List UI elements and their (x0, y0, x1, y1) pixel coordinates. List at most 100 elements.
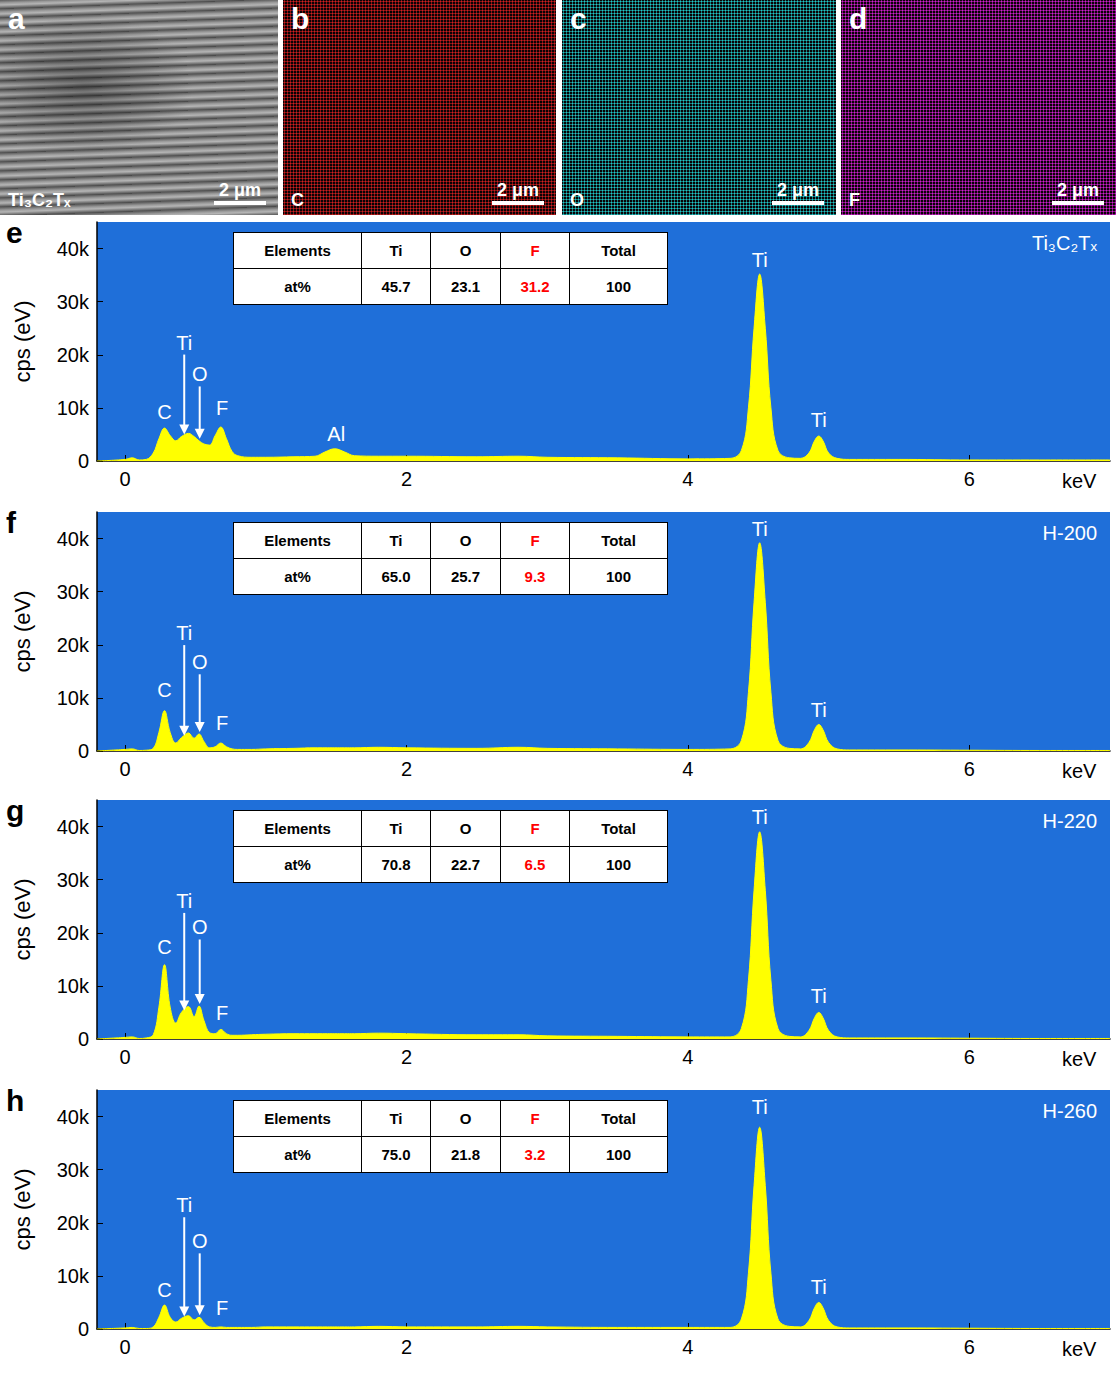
svg-text:cps (eV): cps (eV) (10, 301, 35, 383)
svg-text:2: 2 (401, 1336, 412, 1358)
svg-text:0: 0 (78, 450, 89, 472)
svg-text:keV: keV (1062, 1048, 1097, 1070)
html-text:Total: Total (601, 242, 636, 259)
svg-text:H-220: H-220 (1043, 810, 1097, 832)
html-text:100: 100 (606, 278, 631, 295)
svg-text:cps (eV): cps (eV) (10, 879, 35, 961)
html-text:c: c (570, 2, 587, 35)
svg-text:20k: 20k (57, 344, 90, 366)
svg-text:6: 6 (964, 468, 975, 490)
svg-text:Ti: Ti (176, 1194, 192, 1216)
svg-text:H-260: H-260 (1043, 1100, 1097, 1122)
svg-text:10k: 10k (57, 687, 90, 709)
html-text:31.2: 31.2 (520, 278, 550, 295)
svg-text:30k: 30k (57, 869, 90, 891)
svg-text:Ti: Ti (752, 1096, 768, 1118)
svg-text:10k: 10k (57, 397, 90, 419)
svg-text:Ti: Ti (176, 890, 192, 912)
html-text:65.0: 65.0 (381, 568, 411, 585)
svg-text:0: 0 (120, 758, 131, 780)
svg-text:6: 6 (964, 1336, 975, 1358)
svg-text:Ti: Ti (176, 622, 192, 644)
svg-text:40k: 40k (57, 1106, 90, 1128)
html-text:45.7: 45.7 (381, 278, 411, 295)
svg-text:4: 4 (682, 758, 693, 780)
html-text:b: b (291, 2, 310, 35)
html-text:d: d (849, 2, 868, 35)
svg-text:40k: 40k (57, 816, 90, 838)
svg-text:20k: 20k (57, 922, 90, 944)
svg-text:F: F (216, 397, 228, 419)
svg-text:H-200: H-200 (1043, 522, 1097, 544)
svg-text:6: 6 (964, 1046, 975, 1068)
html-text:g: g (6, 794, 25, 827)
svg-text:0: 0 (78, 1318, 89, 1340)
html-text:2 μm: 2 μm (777, 180, 819, 200)
svg-text:30k: 30k (57, 291, 90, 313)
html-text:Total: Total (601, 532, 636, 549)
html-text:2 μm: 2 μm (219, 180, 261, 200)
svg-text:Ti: Ti (811, 985, 827, 1007)
svg-text:2: 2 (401, 1046, 412, 1068)
html-text:a: a (8, 2, 25, 35)
svg-text:Ti: Ti (811, 1276, 827, 1298)
svg-text:10k: 10k (57, 1265, 90, 1287)
svg-text:30k: 30k (57, 1159, 90, 1181)
svg-text:20k: 20k (57, 634, 90, 656)
svg-text:C: C (157, 1279, 171, 1301)
html-text:25.7: 25.7 (450, 568, 481, 585)
svg-text:0: 0 (78, 1028, 89, 1050)
svg-text:4: 4 (682, 1046, 693, 1068)
svg-text:C: C (157, 401, 171, 423)
html-text:2 μm: 2 μm (1057, 180, 1099, 200)
svg-text:C: C (157, 679, 171, 701)
svg-text:10k: 10k (57, 975, 90, 997)
svg-text:keV: keV (1062, 760, 1097, 782)
svg-text:Ti: Ti (752, 518, 768, 540)
svg-text:0: 0 (120, 468, 131, 490)
svg-text:O: O (192, 916, 208, 938)
svg-text:2: 2 (401, 758, 412, 780)
html-text:Elements: Elements (264, 820, 331, 837)
svg-text:Ti: Ti (811, 409, 827, 431)
svg-text:cps (eV): cps (eV) (10, 1169, 35, 1251)
svg-text:keV: keV (1062, 470, 1097, 492)
svg-text:30k: 30k (57, 581, 90, 603)
svg-text:Ti: Ti (176, 332, 192, 354)
html-text:at%: at% (284, 278, 311, 295)
svg-text:F: F (216, 712, 228, 734)
svg-text:keV: keV (1062, 1338, 1097, 1360)
svg-text:O: O (192, 363, 208, 385)
svg-text:20k: 20k (57, 1212, 90, 1234)
svg-text:Ti: Ti (811, 699, 827, 721)
svg-text:40k: 40k (57, 238, 90, 260)
html-text:at%: at% (284, 568, 311, 585)
svg-text:cps (eV): cps (eV) (10, 591, 35, 673)
html-text:23.1: 23.1 (450, 278, 481, 295)
svg-text:4: 4 (682, 1336, 693, 1358)
svg-text:4: 4 (682, 468, 693, 490)
svg-text:O: O (192, 651, 208, 673)
svg-text:0: 0 (120, 1046, 131, 1068)
svg-text:40k: 40k (57, 528, 90, 550)
svg-text:0: 0 (78, 740, 89, 762)
svg-text:F: F (216, 1297, 228, 1319)
svg-text:F: F (216, 1002, 228, 1024)
svg-text:Al: Al (327, 423, 345, 445)
html-text:Ti₃C₂Tₓ: Ti₃C₂Tₓ (8, 190, 71, 210)
svg-text:Ti: Ti (752, 249, 768, 271)
svg-text:0: 0 (120, 1336, 131, 1358)
svg-text:Ti: Ti (752, 806, 768, 828)
html-text:e: e (6, 216, 23, 249)
html-text:Elements: Elements (264, 242, 331, 259)
html-text:2 μm: 2 μm (497, 180, 539, 200)
html-text:h: h (6, 1084, 25, 1117)
svg-text:C: C (157, 936, 171, 958)
html-text:9.3: 9.3 (524, 568, 546, 585)
svg-text:Ti₃C₂Tₓ: Ti₃C₂Tₓ (1032, 232, 1097, 254)
svg-text:O: O (192, 1230, 208, 1252)
html-text:Elements: Elements (264, 532, 331, 549)
svg-text:2: 2 (401, 468, 412, 490)
svg-text:6: 6 (964, 758, 975, 780)
html-text:100: 100 (606, 568, 631, 585)
